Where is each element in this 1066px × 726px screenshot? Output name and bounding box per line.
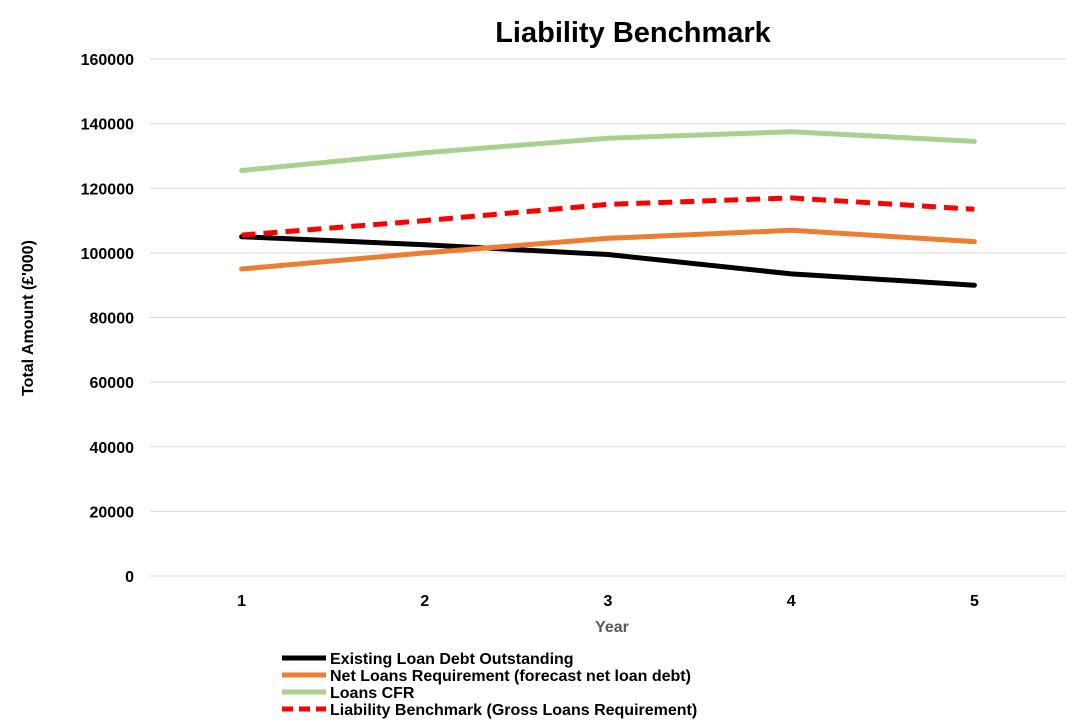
series-line-4 bbox=[241, 195, 975, 238]
legend-label-2: Net Loans Requirement (forecast net loan… bbox=[330, 668, 691, 685]
series-line-2 bbox=[239, 227, 977, 272]
y-tick-label: 40000 bbox=[90, 440, 135, 457]
x-tick-label: 3 bbox=[604, 593, 613, 610]
legend-label-3: Loans CFR bbox=[330, 685, 415, 702]
x-tick-label: 1 bbox=[237, 593, 246, 610]
x-axis-label: Year bbox=[595, 619, 629, 636]
y-axis-label: Total Amount (£'000) bbox=[20, 240, 37, 396]
y-tick-label: 0 bbox=[125, 569, 134, 586]
y-tick-label: 80000 bbox=[90, 311, 135, 328]
y-tick-label: 60000 bbox=[90, 375, 135, 392]
y-axis-ticks: 0 20000 40000 60000 80000 100000 120000 140000 1… bbox=[81, 52, 134, 586]
y-tick-label: 100000 bbox=[81, 246, 134, 263]
series-line-3 bbox=[239, 129, 977, 173]
x-axis-ticks: 1 2 3 4 5 bbox=[237, 593, 979, 610]
chart-title: Liability Benchmark bbox=[495, 17, 771, 49]
y-tick-label: 160000 bbox=[81, 52, 134, 69]
series-lines bbox=[239, 129, 977, 288]
y-tick-label: 20000 bbox=[90, 504, 135, 521]
gridlines bbox=[150, 58, 1066, 512]
x-tick-label: 4 bbox=[787, 593, 796, 610]
legend-label-4: Liability Benchmark (Gross Loans Require… bbox=[330, 702, 697, 719]
y-tick-label: 140000 bbox=[81, 117, 134, 134]
x-tick-label: 5 bbox=[970, 593, 979, 610]
y-tick-label: 120000 bbox=[81, 181, 134, 198]
legend-label-1: Existing Loan Debt Outstanding bbox=[330, 651, 574, 668]
x-tick-label: 2 bbox=[420, 593, 429, 610]
